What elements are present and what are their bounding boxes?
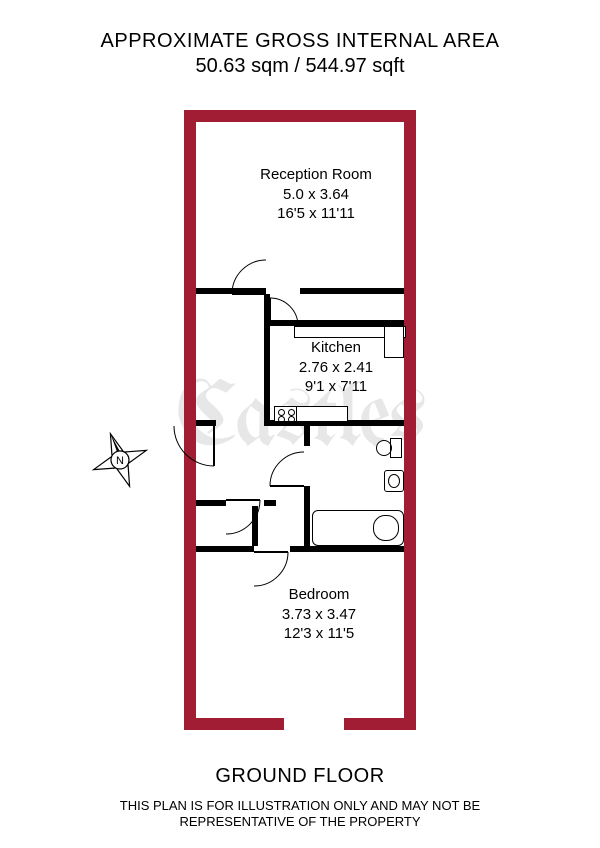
outer-wall [184, 718, 284, 730]
compass-n-label: N [116, 455, 124, 467]
page-title-block: APPROXIMATE GROSS INTERNAL AREA 50.63 sq… [0, 30, 600, 78]
room-label-bedroom: Bedroom3.73 x 3.4712'3 x 11'5 [259, 585, 379, 644]
door-arc [268, 450, 340, 522]
door-arc [218, 516, 290, 588]
room-dim-metric: 3.73 x 3.47 [259, 605, 379, 625]
compass-icon: N [90, 430, 150, 490]
outer-wall [184, 110, 416, 122]
fixture-sink [384, 326, 404, 358]
title-line2: 50.63 sqm / 544.97 sqft [0, 55, 600, 78]
outer-wall [404, 110, 416, 730]
fixture-toilet [384, 436, 402, 460]
title-line1: APPROXIMATE GROSS INTERNAL AREA [0, 30, 600, 53]
inner-wall [290, 546, 404, 552]
room-dim-imperial: 9'1 x 7'11 [286, 377, 386, 397]
room-dim-metric: 2.76 x 2.41 [286, 358, 386, 378]
inner-wall [300, 288, 404, 294]
inner-wall [304, 426, 310, 446]
floorplan-page: APPROXIMATE GROSS INTERNAL AREA 50.63 sq… [0, 0, 600, 848]
room-name: Bedroom [259, 585, 379, 605]
floor-label: GROUND FLOOR [0, 765, 600, 788]
door-arc [172, 384, 256, 468]
room-dim-metric: 5.0 x 3.64 [246, 185, 386, 205]
outer-wall [344, 718, 416, 730]
disclaimer-line1: THIS PLAN IS FOR ILLUSTRATION ONLY AND M… [120, 798, 480, 813]
room-label-reception: Reception Room5.0 x 3.6416'5 x 11'11 [246, 165, 386, 224]
fixture-counter [296, 406, 348, 422]
fixture-basin [384, 470, 404, 492]
room-dim-imperial: 12'3 x 11'5 [259, 624, 379, 644]
floor-plan: Reception Room5.0 x 3.6416'5 x 11'11 Kitc… [184, 110, 416, 730]
fixture-hob [274, 406, 298, 422]
room-dim-imperial: 16'5 x 11'11 [246, 204, 386, 224]
room-name: Kitchen [286, 338, 386, 358]
disclaimer-line2: REPRESENTATIVE OF THE PROPERTY [179, 814, 420, 829]
room-name: Reception Room [246, 165, 386, 185]
disclaimer-text: THIS PLAN IS FOR ILLUSTRATION ONLY AND M… [0, 798, 600, 831]
room-label-kitchen: Kitchen2.76 x 2.419'1 x 7'11 [286, 338, 386, 397]
